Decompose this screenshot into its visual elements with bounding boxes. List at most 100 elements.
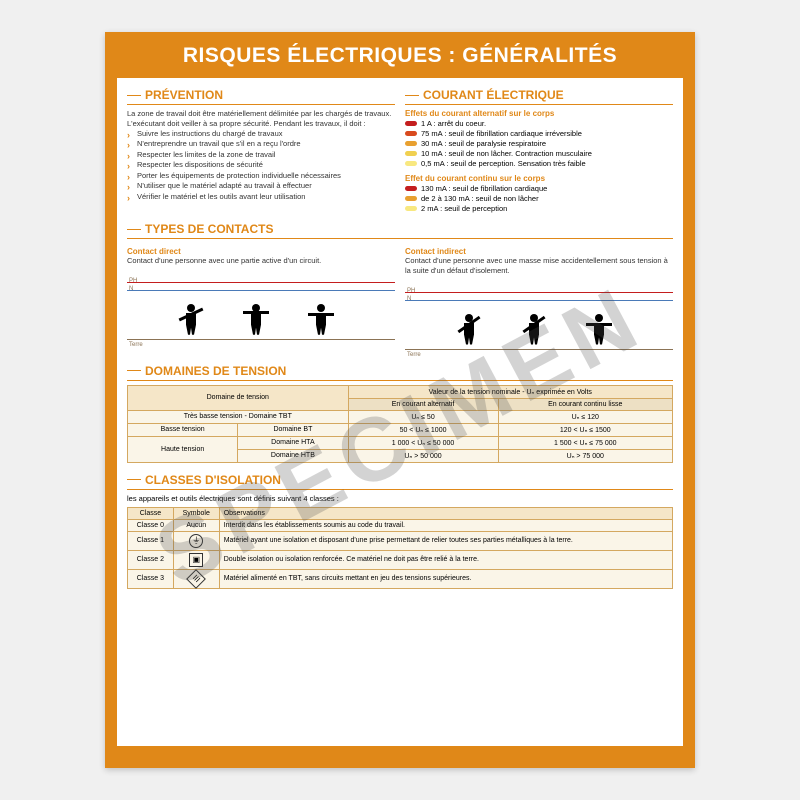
color-pill <box>405 151 417 156</box>
current-label: 130 mA : seuil de fibrillation cardiaque <box>421 184 547 193</box>
current-label: 30 mA : seuil de paralysie respiratoire <box>421 139 546 148</box>
direct-text: Contact d'une personne avec une partie a… <box>127 256 395 266</box>
list-item: Respecter les dispositions de sécurité <box>127 160 395 171</box>
contacts-section: TYPES DE CONTACTS Contact direct Contact… <box>127 222 673 356</box>
td: Domaine HTA <box>238 436 348 449</box>
color-pill <box>405 206 417 211</box>
th: En courant continu lisse <box>498 398 672 410</box>
th: Classe <box>128 507 174 519</box>
list-item: Suivre les instructions du chargé de tra… <box>127 129 395 140</box>
isolation-table: ClasseSymboleObservations Classe 0AucunI… <box>127 507 673 589</box>
td: 50 < Uₙ ≤ 1000 <box>348 423 498 436</box>
prevention-list: Suivre les instructions du chargé de tra… <box>127 129 395 203</box>
td: Domaine BT <box>238 423 348 436</box>
direct-head: Contact direct <box>127 247 395 256</box>
current-label: 1 A : arrêt du coeur. <box>421 119 486 128</box>
indirect-head: Contact indirect <box>405 247 673 256</box>
alt-subhead: Effets du courant alternatif sur le corp… <box>405 109 673 118</box>
current-item: de 2 à 130 mA : seuil de non lâcher <box>405 194 673 203</box>
indirect-text: Contact d'une personne avec une masse mi… <box>405 256 673 276</box>
td: Uₙ > 75 000 <box>498 449 672 462</box>
color-pill <box>405 141 417 146</box>
tension-head: DOMAINES DE TENSION <box>145 364 286 378</box>
current-label: de 2 à 130 mA : seuil de non lâcher <box>421 194 539 203</box>
ground-icon: ⏚ <box>189 534 203 548</box>
td: Basse tension <box>128 423 238 436</box>
current-item: 2 mA : seuil de perception <box>405 204 673 213</box>
terre-label: Terre <box>407 352 421 358</box>
td: III <box>173 569 219 588</box>
th: Symbole <box>173 507 219 519</box>
th: Valeur de la tension nominale - Uₙ expri… <box>348 385 672 398</box>
th: Domaine de tension <box>128 385 349 410</box>
list-item: N'entreprendre un travail que s'il en a … <box>127 139 395 150</box>
poster: RISQUES ÉLECTRIQUES : GÉNÉRALITÉS SPECIM… <box>105 32 695 768</box>
td: Matériel alimenté en TBT, sans circuits … <box>219 569 672 588</box>
current-label: 2 mA : seuil de perception <box>421 204 507 213</box>
prevention-intro2: L'exécutant doit veiller à sa propre séc… <box>127 119 395 129</box>
prevention-head: PRÉVENTION <box>145 88 223 102</box>
prevention-section: PRÉVENTION La zone de travail doit être … <box>127 88 395 214</box>
current-label: 0,5 mA : seuil de perception. Sensation … <box>421 159 586 168</box>
ph-label: PH <box>407 288 415 294</box>
class3-icon: III <box>186 569 206 589</box>
list-item: Vérifier le matériel et les outils avant… <box>127 192 395 203</box>
current-section: COURANT ÉLECTRIQUE Effets du courant alt… <box>405 88 673 214</box>
terre-label: Terre <box>129 342 143 348</box>
td: Uₙ ≤ 50 <box>348 410 498 423</box>
contacts-head: TYPES DE CONTACTS <box>145 222 273 236</box>
td: Domaine HTB <box>238 449 348 462</box>
td: Classe 0 <box>128 519 174 531</box>
td: 1 500 < Uₙ ≤ 75 000 <box>498 436 672 449</box>
page-title: RISQUES ÉLECTRIQUES : GÉNÉRALITÉS <box>105 32 695 78</box>
current-item: 1 A : arrêt du coeur. <box>405 119 673 128</box>
n-label: N <box>407 296 411 302</box>
indirect-diagram: PH N Terre <box>405 276 673 356</box>
th: En courant alternatif <box>348 398 498 410</box>
color-pill <box>405 196 417 201</box>
current-item: 30 mA : seuil de paralysie respiratoire <box>405 139 673 148</box>
color-pill <box>405 121 417 126</box>
current-item: 10 mA : seuil de non lâcher. Contraction… <box>405 149 673 158</box>
current-label: 10 mA : seuil de non lâcher. Contraction… <box>421 149 592 158</box>
td: Très basse tension - Domaine TBT <box>128 410 349 423</box>
td: Classe 2 <box>128 550 174 569</box>
td: Uₙ ≤ 120 <box>498 410 672 423</box>
th: Observations <box>219 507 672 519</box>
isolation-section: CLASSES D'ISOLATION les appareils et out… <box>127 473 673 589</box>
td: Classe 3 <box>128 569 174 588</box>
color-pill <box>405 131 417 136</box>
isolation-head: CLASSES D'ISOLATION <box>145 473 281 487</box>
content: PRÉVENTION La zone de travail doit être … <box>117 78 683 746</box>
list-item: Respecter les limites de la zone de trav… <box>127 150 395 161</box>
current-item: 130 mA : seuil de fibrillation cardiaque <box>405 184 673 193</box>
td: Uₙ > 50 000 <box>348 449 498 462</box>
double-square-icon: ▣ <box>189 553 203 567</box>
list-item: N'utiliser que le matériel adapté au tra… <box>127 181 395 192</box>
tension-section: DOMAINES DE TENSION Domaine de tensionVa… <box>127 364 673 463</box>
td: Matériel ayant une isolation et disposan… <box>219 531 672 550</box>
list-item: Porter les équipements de protection ind… <box>127 171 395 182</box>
dc-subhead: Effet du courant continu sur le corps <box>405 174 673 183</box>
direct-diagram: PH N Terre <box>127 266 395 346</box>
td: Interdit dans les établissements soumis … <box>219 519 672 531</box>
color-pill <box>405 186 417 191</box>
color-pill <box>405 161 417 166</box>
td: Aucun <box>173 519 219 531</box>
current-label: 75 mA : seuil de fibrillation cardiaque … <box>421 129 582 138</box>
tension-table: Domaine de tensionValeur de la tension n… <box>127 385 673 463</box>
td: Haute tension <box>128 436 238 462</box>
prevention-intro1: La zone de travail doit être matériellem… <box>127 109 395 119</box>
td: Double isolation ou isolation renforcée.… <box>219 550 672 569</box>
n-label: N <box>129 286 133 292</box>
td: Classe 1 <box>128 531 174 550</box>
td: ▣ <box>173 550 219 569</box>
td: ⏚ <box>173 531 219 550</box>
current-item: 75 mA : seuil de fibrillation cardiaque … <box>405 129 673 138</box>
current-item: 0,5 mA : seuil de perception. Sensation … <box>405 159 673 168</box>
ph-label: PH <box>129 278 137 284</box>
isolation-intro: les appareils et outils électriques sont… <box>127 494 673 503</box>
current-head: COURANT ÉLECTRIQUE <box>423 88 564 102</box>
td: 1 000 < Uₙ ≤ 50 000 <box>348 436 498 449</box>
td: 120 < Uₙ ≤ 1500 <box>498 423 672 436</box>
